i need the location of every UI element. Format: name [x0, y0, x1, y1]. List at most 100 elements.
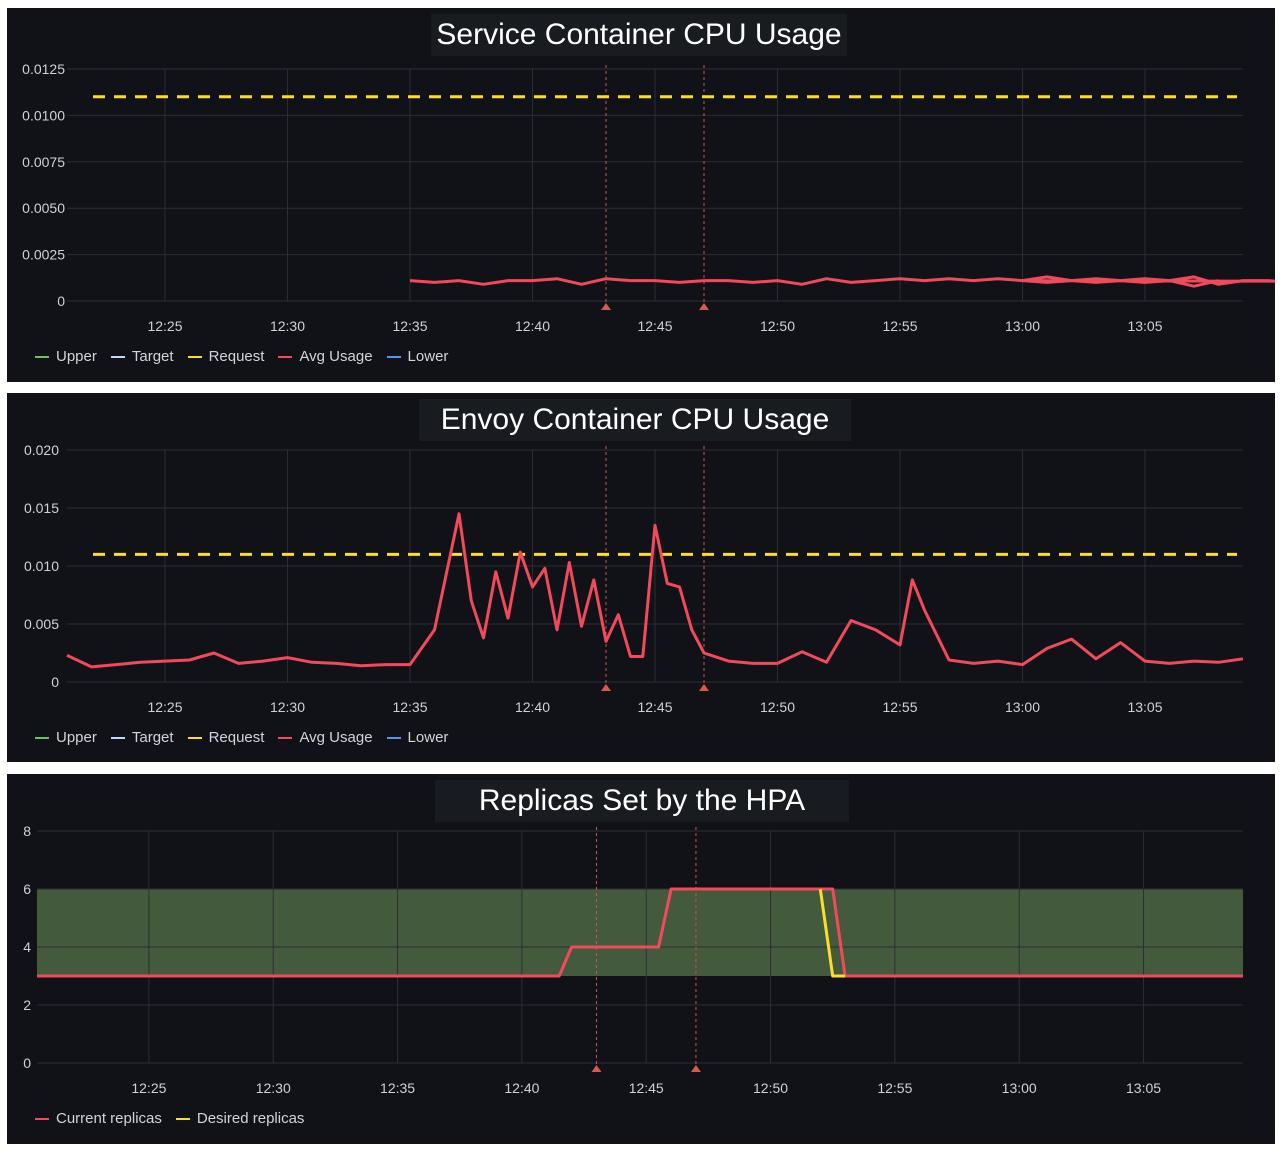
x-tick-label: 12:55: [882, 699, 917, 715]
legend-label: Upper: [56, 729, 97, 746]
legend-swatch: [278, 736, 293, 739]
y-tick-label: 0.0125: [22, 61, 65, 77]
legend-swatch: [386, 355, 401, 358]
legend-swatch: [110, 355, 125, 358]
legend-swatch: [35, 1117, 49, 1120]
annotation-marker: [690, 1065, 701, 1072]
series-desired-replicas: [818, 888, 846, 978]
x-tick-label: 12:25: [147, 699, 182, 715]
x-tick-label: 12:35: [380, 1080, 415, 1096]
x-tick-label: 12:35: [392, 699, 427, 715]
y-tick-label: 8: [23, 823, 31, 839]
legend-label: Target: [131, 348, 174, 365]
legend: Upper Target Request Avg Usage Lower: [35, 348, 448, 365]
x-tick-label: 12:30: [256, 1080, 291, 1096]
annotation-marker: [699, 303, 709, 310]
y-tick-label: 0: [57, 293, 65, 309]
legend-swatch: [110, 736, 125, 739]
legend-item-lower[interactable]: Lower: [386, 348, 449, 365]
x-tick-label: 12:40: [515, 699, 550, 715]
y-tick-label: 0: [51, 674, 59, 690]
y-tick-label: 0.010: [24, 558, 59, 574]
y-tick-label: 0.0025: [22, 247, 65, 263]
x-tick-label: 13:00: [1005, 318, 1040, 334]
legend-item-lower[interactable]: Lower: [386, 729, 449, 746]
y-tick-label: 0: [23, 1055, 31, 1071]
legend-item-upper[interactable]: Upper: [35, 348, 97, 365]
legend-label: Target: [131, 729, 174, 746]
legend-item-avg-usage[interactable]: Avg Usage: [278, 729, 373, 746]
x-tick-label: 12:25: [131, 1080, 166, 1096]
series-current-replicas: [37, 887, 1243, 978]
x-tick-label: 12:35: [392, 318, 427, 334]
y-tick-label: 6: [23, 881, 31, 897]
x-tick-label: 13:05: [1126, 1080, 1161, 1096]
panel-envoy-cpu: Envoy Container CPU Usage 0 0.005 0.010 0.0…: [7, 393, 1275, 762]
x-tick-label: 12:55: [882, 318, 917, 334]
series-avg-usage: [66, 512, 1244, 669]
x-tick-label: 13:00: [1005, 699, 1040, 715]
annotation-marker: [601, 684, 611, 691]
legend-label: Upper: [56, 348, 97, 365]
legend-label: Desired replicas: [196, 1110, 305, 1127]
x-tick-label: 12:50: [760, 699, 795, 715]
legend-label: Lower: [407, 348, 449, 365]
legend-swatch: [386, 736, 401, 739]
x-tick-label: 13:05: [1127, 699, 1162, 715]
legend-label: Request: [208, 348, 265, 365]
legend-swatch: [35, 355, 49, 358]
x-tick-label: 12:30: [270, 699, 305, 715]
legend-swatch: [35, 736, 49, 739]
legend-label: Avg Usage: [299, 348, 373, 365]
y-tick-label: 0.015: [24, 500, 59, 516]
y-tick-label: 0.0075: [22, 154, 65, 170]
legend-label: Current replicas: [56, 1110, 162, 1127]
annotation-marker: [699, 684, 709, 691]
y-tick-label: 4: [23, 939, 31, 955]
x-tick-label: 12:40: [515, 318, 550, 334]
x-tick-label: 12:30: [270, 318, 305, 334]
legend-item-target[interactable]: Target: [110, 348, 174, 365]
annotation-marker: [591, 1065, 602, 1072]
x-tick-label: 13:05: [1127, 318, 1162, 334]
legend-item-desired-replicas[interactable]: Desired replicas: [175, 1110, 305, 1127]
annotation-marker: [601, 303, 611, 310]
legend-item-upper[interactable]: Upper: [35, 729, 97, 746]
legend-swatch: [175, 1117, 190, 1120]
y-tick-label: 2: [23, 997, 31, 1013]
x-tick-label: 12:50: [753, 1080, 788, 1096]
legend-item-request[interactable]: Request: [187, 348, 265, 365]
legend-item-request[interactable]: Request: [187, 729, 265, 746]
legend-label: Avg Usage: [299, 729, 373, 746]
replicas-chart: 0 2 4 6 8 12:25 12:30 12:35 12:40 12:45 12:50 12:55…: [23, 823, 1243, 1096]
legend-item-target[interactable]: Target: [110, 729, 174, 746]
x-tick-label: 13:00: [1002, 1080, 1037, 1096]
panel-service-cpu: Service Container CPU Usage 0 0.0025 0.005…: [7, 8, 1275, 382]
panel-title: Envoy Container CPU Usage: [419, 399, 851, 441]
x-tick-label: 12:40: [504, 1080, 539, 1096]
x-tick-label: 12:25: [147, 318, 182, 334]
panel-title: Replicas Set by the HPA: [435, 780, 849, 822]
x-tick-label: 12:50: [760, 318, 795, 334]
y-tick-label: 0.0100: [22, 107, 65, 123]
legend-swatch: [187, 736, 202, 739]
legend-label: Request: [208, 729, 265, 746]
y-tick-label: 0.005: [24, 616, 59, 632]
x-tick-label: 12:45: [637, 318, 672, 334]
panel-replicas: Replicas Set by the HPA 0 2 4 6 8 12:25 12:30 1…: [7, 774, 1275, 1144]
legend-item-avg-usage[interactable]: Avg Usage: [278, 348, 373, 365]
panel-title: Service Container CPU Usage: [431, 14, 847, 56]
x-tick-label: 12:45: [637, 699, 672, 715]
series-avg-usage: [409, 275, 1275, 288]
legend-label: Lower: [407, 729, 449, 746]
legend-swatch: [187, 355, 202, 358]
envoy-cpu-chart: 0 0.005 0.010 0.015 0.020 12:25 12:30 12:35 12:4…: [24, 442, 1244, 715]
legend-item-current-replicas[interactable]: Current replicas: [35, 1110, 162, 1127]
service-cpu-chart: 0 0.0025 0.0050 0.0075 0.0100 0.0125 12:25 12:3…: [22, 61, 1275, 334]
legend: Upper Target Request Avg Usage Lower: [35, 729, 448, 746]
legend: Current replicas Desired replicas: [35, 1110, 304, 1127]
y-tick-label: 0.0050: [22, 200, 65, 216]
x-tick-label: 12:45: [629, 1080, 664, 1096]
x-tick-label: 12:55: [877, 1080, 912, 1096]
target-band: [37, 889, 1243, 976]
